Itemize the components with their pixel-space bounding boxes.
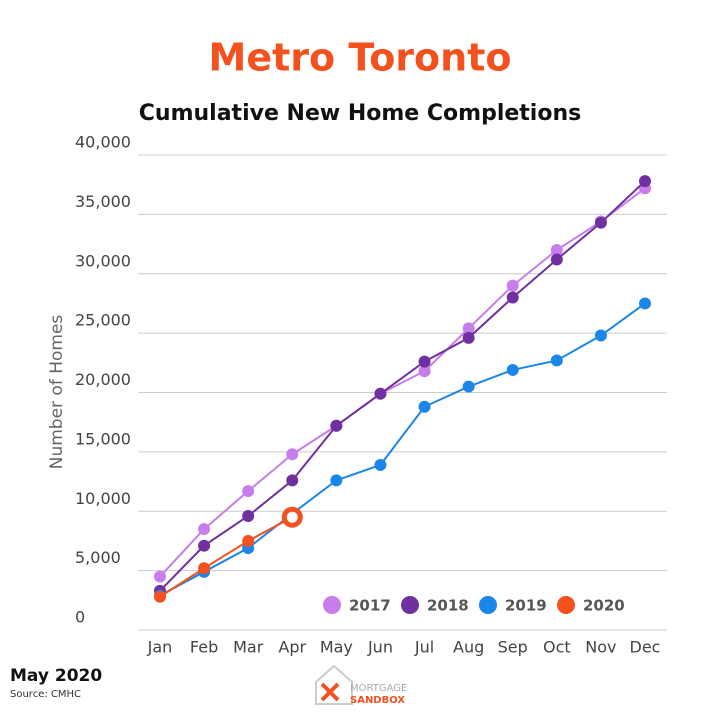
legend-label: 2019 (505, 597, 547, 615)
line (159, 302, 646, 597)
logo: MORTGAGE SANDBOX (315, 664, 407, 706)
line (159, 180, 646, 592)
point (462, 380, 475, 393)
point (154, 570, 166, 583)
point (242, 485, 255, 498)
point (281, 506, 303, 528)
logo-mark (320, 682, 340, 702)
chart-subtitle: Cumulative New Home Completions (139, 101, 581, 126)
x-tick-label: Nov (585, 638, 616, 657)
point (594, 216, 607, 229)
series (154, 506, 303, 603)
x-tick-label: Jul (414, 638, 434, 657)
x-tick-label: Dec (630, 638, 661, 657)
y-tick-label: 30,000 (75, 251, 131, 270)
y-tick-label: 0 (75, 608, 85, 627)
point (550, 244, 563, 256)
legend-label: 2018 (427, 597, 469, 615)
point (330, 419, 343, 432)
x-tick-label: Jun (367, 638, 393, 657)
footer-date: May 2020 (10, 666, 102, 686)
x-tick-label: Jan (147, 638, 173, 657)
point (242, 510, 255, 522)
point (418, 355, 431, 368)
y-tick-label: 15,000 (75, 429, 131, 448)
y-tick-label: 35,000 (75, 192, 131, 211)
series (154, 182, 651, 583)
legend-swatch (557, 596, 575, 614)
point (550, 354, 563, 367)
y-tick-label: 40,000 (75, 133, 131, 152)
point (639, 175, 651, 188)
x-tick-label: Mar (233, 638, 264, 657)
series (154, 297, 651, 602)
point (550, 253, 563, 266)
point (418, 400, 431, 413)
point (286, 448, 299, 461)
legend-swatch (401, 596, 419, 614)
point (506, 279, 519, 292)
point (374, 458, 387, 471)
point (242, 534, 255, 547)
x-tick-label: Sep (498, 638, 528, 657)
point (418, 365, 431, 378)
logo-text: SANDBOX (350, 695, 405, 706)
point (506, 291, 519, 304)
legend-swatch (323, 596, 341, 614)
point (594, 329, 607, 342)
y-tick-label: 5,000 (75, 548, 121, 567)
point (462, 322, 475, 335)
line (159, 516, 293, 598)
point (374, 387, 387, 400)
y-axis-label: Number of Homes (47, 315, 67, 470)
logo-house (315, 664, 353, 705)
x-tick-label: Aug (453, 638, 484, 657)
point (198, 539, 211, 552)
y-tick-label: 10,000 (75, 489, 131, 508)
legend-swatch (479, 596, 497, 614)
line (159, 187, 646, 578)
y-tick-label: 20,000 (75, 370, 131, 389)
point (154, 590, 166, 603)
y-tick-label: 25,000 (75, 311, 131, 330)
logo-text: MORTGAGE (350, 683, 407, 694)
point (286, 474, 299, 487)
point (639, 297, 651, 310)
x-tick-label: Feb (190, 638, 218, 657)
point (198, 562, 211, 575)
x-tick-label: Apr (278, 638, 306, 657)
chart-title: Metro Toronto (209, 36, 512, 80)
point (462, 331, 475, 344)
legend-label: 2017 (349, 597, 391, 615)
x-tick-label: Oct (543, 638, 571, 657)
x-tick-label: May (320, 638, 353, 657)
footer-source: Source: CMHC (10, 689, 81, 700)
point (198, 523, 211, 536)
point (330, 474, 343, 487)
point (506, 363, 519, 376)
legend-label: 2020 (583, 597, 625, 615)
